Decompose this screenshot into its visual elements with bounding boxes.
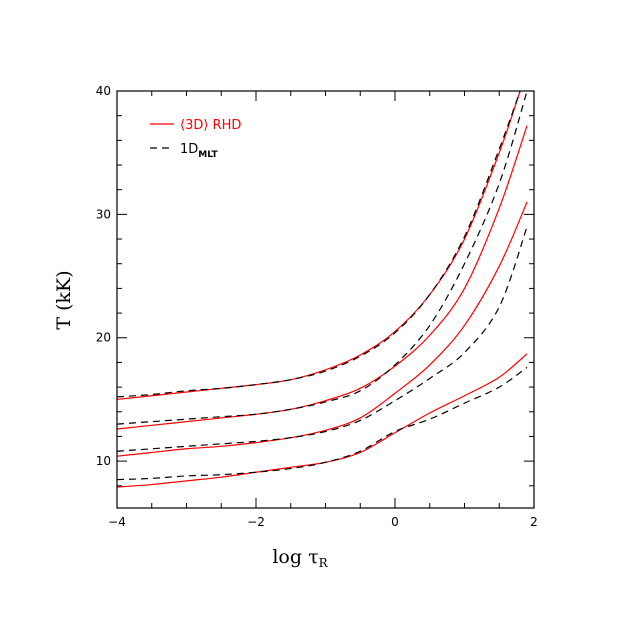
series-line-1d-4 — [117, 366, 528, 481]
x-axis-label-main: log τ — [272, 546, 318, 568]
x-axis-label: log τR — [272, 546, 328, 570]
legend-1d-label: 1DMLT — [180, 142, 218, 160]
series-line-1d-2 — [117, 91, 528, 425]
x-tick-label: −2 — [247, 515, 265, 529]
x-tick-label: 0 — [391, 515, 399, 529]
series-line-1d-1 — [117, 91, 521, 398]
y-axis-label: T (kK) — [53, 270, 75, 329]
y-tick-label: 20 — [96, 331, 111, 345]
y-tick-label: 10 — [96, 454, 111, 468]
series-layer — [117, 91, 528, 488]
x-tick-label: 2 — [530, 515, 538, 529]
series-line-3d-2 — [117, 125, 528, 430]
legend-1d-label-sub: MLT — [198, 150, 218, 160]
x-tick-label: −4 — [108, 515, 126, 529]
series-line-3d-1 — [117, 91, 521, 401]
series-line-1d-3 — [117, 226, 528, 452]
legend-1d-label-main: 1D — [180, 142, 198, 157]
tick-layer — [116, 90, 535, 508]
y-tick-label: 40 — [96, 84, 111, 98]
legend: ⟨3D⟩ RHD 1DMLT — [150, 118, 241, 160]
tick-label-layer: −4 −2 0 2 10 20 30 40 — [96, 84, 538, 529]
legend-3d-label: ⟨3D⟩ RHD — [180, 118, 241, 133]
x-axis-label-sub: R — [319, 556, 329, 570]
y-tick-label: 30 — [96, 207, 111, 221]
series-line-3d-3 — [117, 201, 528, 457]
